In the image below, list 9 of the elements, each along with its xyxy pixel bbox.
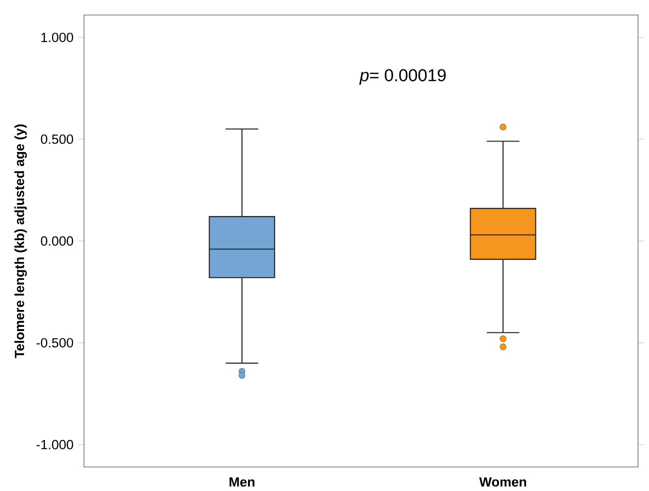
y-tick-label: 0.000 bbox=[40, 236, 74, 246]
x-tick-label: Men bbox=[230, 477, 254, 487]
y-tick-label: 1.000 bbox=[41, 32, 74, 42]
annotation: p= 0.00019 bbox=[359, 69, 446, 85]
y-axis-title: Telomere length (kb) adjusted age (y) bbox=[14, 124, 27, 358]
y-tick-label: -0.500 bbox=[36, 338, 74, 348]
y-tick-label: 0.500 bbox=[40, 134, 74, 144]
y-tick-label: -1.000 bbox=[36, 440, 74, 450]
x-tick-label: Women bbox=[479, 477, 526, 487]
